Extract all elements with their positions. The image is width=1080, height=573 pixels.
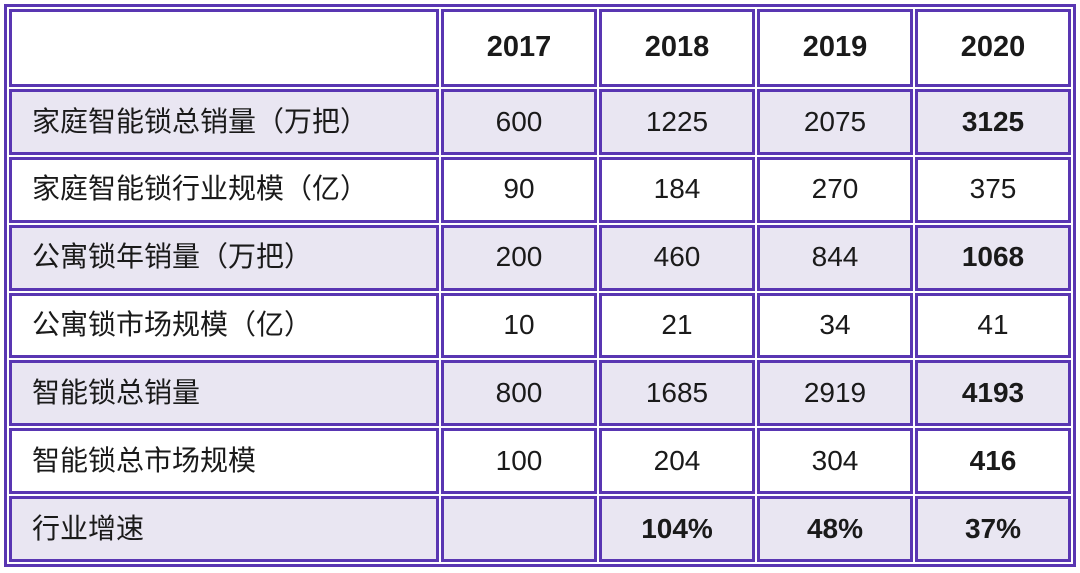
value-cell [441, 496, 597, 562]
value-cell: 2075 [757, 89, 913, 155]
value-cell: 90 [441, 156, 597, 223]
row-label-cell: 家庭智能锁行业规模（亿） [9, 156, 439, 223]
row-label-cell: 公寓锁市场规模（亿） [9, 292, 439, 359]
value-cell: 37% [915, 496, 1071, 562]
value-cell: 41 [915, 292, 1071, 359]
table-row: 智能锁总市场规模 100 204 304 416 [9, 428, 1071, 495]
value-cell: 1685 [599, 360, 755, 427]
year-column-header-2017: 2017 [441, 9, 597, 87]
value-cell: 4193 [915, 360, 1071, 427]
row-label-cell: 行业增速 [9, 496, 439, 562]
table-row: 公寓锁市场规模（亿） 10 21 34 41 [9, 292, 1071, 359]
value-cell: 34 [757, 292, 913, 359]
year-column-header-2019: 2019 [757, 9, 913, 87]
value-cell: 104% [599, 496, 755, 562]
value-cell: 844 [757, 224, 913, 291]
value-cell: 204 [599, 428, 755, 495]
row-label-cell: 智能锁总销量 [9, 360, 439, 427]
value-cell: 48% [757, 496, 913, 562]
value-cell: 200 [441, 224, 597, 291]
value-cell: 100 [441, 428, 597, 495]
value-cell: 10 [441, 292, 597, 359]
table-row: 家庭智能锁总销量（万把） 600 1225 2075 3125 [9, 89, 1071, 155]
value-cell: 270 [757, 156, 913, 223]
table-header-row: 2017 2018 2019 2020 [9, 9, 1071, 87]
value-cell: 460 [599, 224, 755, 291]
value-cell: 2919 [757, 360, 913, 427]
table-body: 家庭智能锁总销量（万把） 600 1225 2075 3125 家庭智能锁行业规模（亿） 9… [9, 89, 1071, 562]
table-row: 智能锁总销量 800 1685 2919 4193 [9, 360, 1071, 427]
table-row: 家庭智能锁行业规模（亿） 90 184 270 375 [9, 156, 1071, 223]
value-cell: 375 [915, 156, 1071, 223]
value-cell: 304 [757, 428, 913, 495]
value-cell: 800 [441, 360, 597, 427]
value-cell: 416 [915, 428, 1071, 495]
value-cell: 600 [441, 89, 597, 155]
value-cell: 184 [599, 156, 755, 223]
value-cell: 3125 [915, 89, 1071, 155]
row-label-cell: 家庭智能锁总销量（万把） [9, 89, 439, 155]
corner-header-cell [9, 9, 439, 87]
smart-lock-stats-table: 2017 2018 2019 2020 家庭智能锁总销量（万把） 600 1225 2… [4, 4, 1076, 567]
value-cell: 1068 [915, 224, 1071, 291]
row-label-cell: 智能锁总市场规模 [9, 428, 439, 495]
value-cell: 1225 [599, 89, 755, 155]
table-row: 公寓锁年销量（万把） 200 460 844 1068 [9, 224, 1071, 291]
year-column-header-2020: 2020 [915, 9, 1071, 87]
year-column-header-2018: 2018 [599, 9, 755, 87]
row-label-cell: 公寓锁年销量（万把） [9, 224, 439, 291]
value-cell: 21 [599, 292, 755, 359]
table-row: 行业增速 104% 48% 37% [9, 496, 1071, 562]
